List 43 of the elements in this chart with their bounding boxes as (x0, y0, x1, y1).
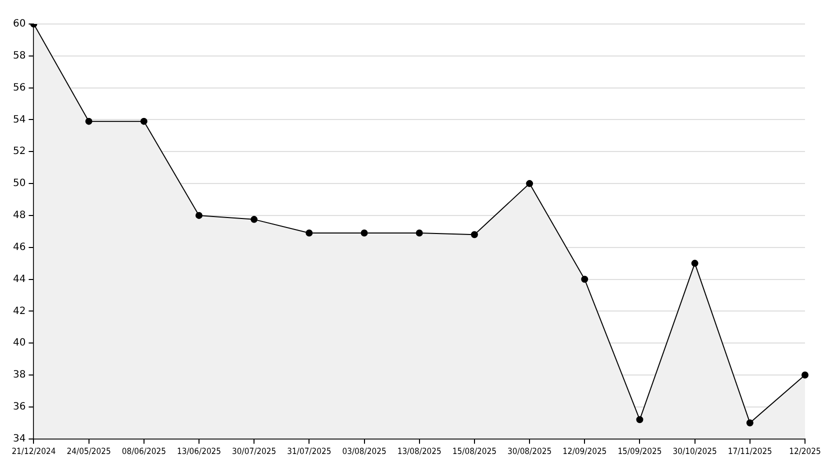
y-tick-label: 52 (12, 146, 26, 158)
point (360, 229, 368, 236)
x-tick-label: 17/11/2025 (728, 447, 772, 458)
y-tick-label: 42 (12, 306, 26, 317)
x-tick-label: 15/08/2025 (452, 447, 497, 458)
x-tick-label: 12/09/2025 (562, 447, 607, 458)
point (691, 260, 698, 267)
x-tick-label: 31/07/2025 (287, 447, 332, 458)
y-tick-label: 56 (12, 82, 26, 94)
point (250, 216, 258, 223)
point (746, 419, 754, 426)
y-tick-label: 40 (12, 338, 26, 349)
y-tick-label: 44 (12, 274, 26, 285)
point (306, 229, 313, 236)
x-tick-label: 12/2025 (789, 447, 822, 458)
y-tick-label: 50 (12, 178, 26, 190)
x-tick-label: 24/05/2025 (66, 447, 111, 458)
y-tick-label: 46 (12, 242, 26, 253)
y-tick-label: 36 (12, 401, 26, 412)
y-tick-label: 60 (12, 18, 26, 30)
y-tick-label: 48 (12, 210, 26, 222)
point (636, 416, 644, 424)
point (416, 229, 423, 236)
x-tick-label: 03/08/2025 (342, 447, 386, 458)
x-tick-label: 30/08/2025 (508, 447, 552, 458)
y-tick-label: 34 (12, 433, 26, 444)
x-tick-label: 21/12/2024 (12, 447, 56, 458)
y-tick-label: 58 (12, 50, 26, 62)
x-tick-label: 15/09/2025 (618, 447, 662, 458)
x-tick-label: 30/10/2025 (672, 447, 717, 458)
point (140, 118, 148, 125)
point (526, 180, 534, 188)
x-tick-label: 08/06/2025 (122, 447, 166, 458)
point (196, 212, 202, 219)
x-tick-label: 30/07/2025 (232, 447, 276, 458)
point (85, 118, 92, 125)
point (470, 231, 478, 238)
point (581, 276, 588, 283)
y-tick-label: 54 (12, 114, 26, 126)
x-tick-label: 13/08/2025 (397, 447, 442, 458)
y-tick-label: 38 (12, 370, 26, 381)
point (802, 371, 808, 378)
x-tick-label: 13/06/2025 (176, 447, 222, 458)
